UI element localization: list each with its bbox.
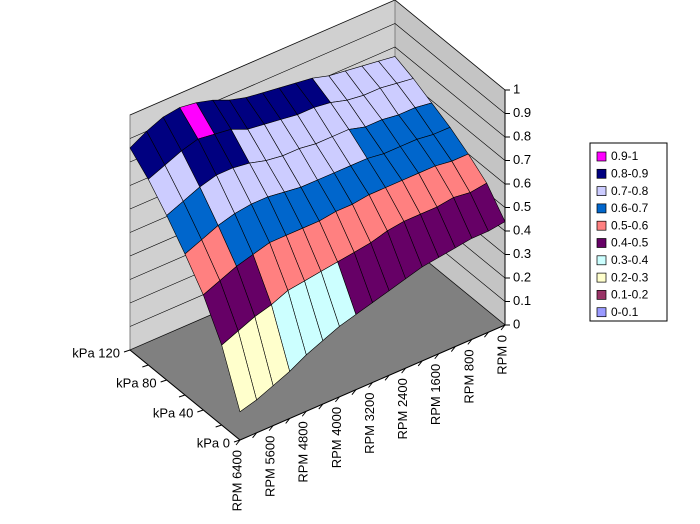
legend-label: 0.2-0.3 bbox=[611, 270, 649, 284]
z-tick-label: 0 bbox=[513, 316, 520, 331]
depth-tick bbox=[197, 409, 204, 413]
x-tick bbox=[450, 346, 456, 352]
depth-tick bbox=[123, 349, 131, 353]
legend-swatch bbox=[596, 238, 607, 248]
legend-label: 0.3-0.4 bbox=[611, 253, 649, 267]
depth-tick-label: kPa 40 bbox=[153, 405, 193, 420]
legend-swatch bbox=[596, 255, 607, 266]
z-tick-label: 0.1 bbox=[513, 293, 531, 308]
x-tick bbox=[351, 389, 357, 395]
x-tick-label: RPM 1600 bbox=[428, 364, 443, 425]
legend-label: 0.5-0.6 bbox=[611, 218, 649, 232]
x-tick bbox=[401, 367, 407, 374]
depth-tick bbox=[178, 394, 186, 398]
x-tick-label: RPM 5600 bbox=[263, 436, 278, 497]
x-tick-label: RPM 4000 bbox=[329, 407, 344, 468]
x-tick bbox=[467, 339, 473, 345]
x-tick bbox=[252, 432, 257, 439]
legend-swatch bbox=[596, 151, 607, 162]
legend-swatch bbox=[596, 272, 607, 283]
depth-tick-label: kPa 80 bbox=[116, 375, 156, 390]
legend: 0.9-1 0.8-0.9 0.7-0.8 0.6-0.7 0.5-0.6 0.4-0.5… bbox=[596, 149, 649, 319]
z-tick-label: 0.4 bbox=[513, 222, 531, 237]
z-tick-label: 0.7 bbox=[513, 152, 531, 167]
legend-label: 0.7-0.8 bbox=[611, 184, 649, 198]
depth-tick bbox=[215, 424, 222, 428]
x-tick-label: RPM 4800 bbox=[296, 421, 311, 482]
depth-tick-label: kPa 120 bbox=[72, 345, 120, 360]
x-tick-label: RPM 6400 bbox=[229, 450, 244, 511]
x-tick bbox=[484, 331, 489, 338]
grid-line bbox=[129, 0, 506, 116]
x-tick bbox=[268, 425, 274, 431]
z-tick-label: 0.6 bbox=[513, 175, 531, 190]
x-tick-label: RPM 800 bbox=[461, 349, 476, 403]
z-tick-label: 0.5 bbox=[513, 199, 531, 214]
legend-swatch bbox=[596, 168, 607, 179]
legend-swatch bbox=[596, 307, 607, 318]
legend-label: 0.4-0.5 bbox=[611, 236, 649, 250]
x-tick bbox=[318, 403, 324, 410]
legend-label: 0.8-0.9 bbox=[611, 166, 649, 180]
x-tick bbox=[285, 418, 291, 424]
legend-label: 0-0.1 bbox=[611, 305, 639, 319]
x-tick bbox=[301, 410, 307, 417]
x-tick-label: RPM 3200 bbox=[362, 393, 377, 454]
x-tick bbox=[434, 353, 440, 360]
legend-swatch bbox=[596, 186, 607, 196]
z-tick-label: 0.8 bbox=[513, 128, 531, 143]
depth-tick bbox=[142, 364, 149, 368]
x-tick bbox=[235, 439, 241, 446]
legend-label: 0.9-1 bbox=[611, 149, 639, 163]
legend-swatch bbox=[596, 203, 607, 214]
legend-swatch bbox=[596, 220, 607, 231]
depth-tick bbox=[160, 379, 167, 383]
z-tick-label: 0.9 bbox=[513, 105, 531, 120]
x-tick bbox=[417, 360, 423, 367]
legend-label: 0.1-0.2 bbox=[611, 288, 649, 302]
surface-patch bbox=[221, 330, 257, 413]
z-tick-label: 0.3 bbox=[513, 246, 531, 261]
x-tick-label: RPM 2400 bbox=[395, 378, 410, 439]
x-tick bbox=[384, 375, 390, 381]
legend-label: 0.6-0.7 bbox=[611, 201, 649, 215]
x-tick bbox=[334, 396, 340, 403]
depth-tick-label: kPa 0 bbox=[197, 435, 230, 450]
x-tick bbox=[500, 324, 506, 331]
legend-swatch bbox=[596, 290, 607, 300]
z-tick-label: 1 bbox=[513, 81, 520, 96]
x-tick bbox=[368, 382, 373, 388]
x-tick-label: RPM 0 bbox=[494, 335, 509, 375]
depth-tick bbox=[233, 439, 241, 443]
z-tick-label: 0.2 bbox=[513, 269, 531, 284]
